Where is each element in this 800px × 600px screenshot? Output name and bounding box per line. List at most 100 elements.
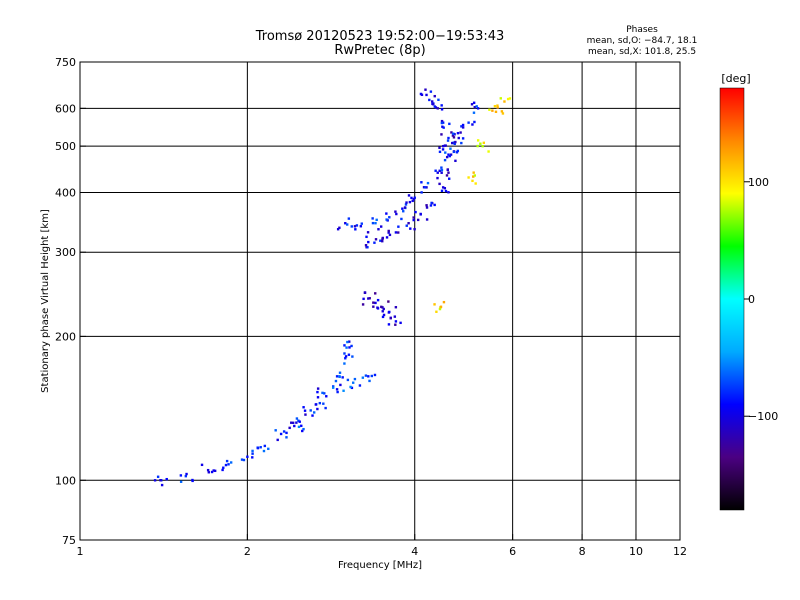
echo-point xyxy=(441,186,445,189)
x-tick-label: 8 xyxy=(579,545,586,558)
echo-point xyxy=(388,216,391,219)
echo-point xyxy=(364,374,368,377)
echo-point xyxy=(354,228,357,231)
echo-point xyxy=(431,102,435,106)
echo-point xyxy=(442,300,446,304)
x-axis: 1 2 4 6 8 10 12 xyxy=(77,534,687,558)
echo-point xyxy=(445,174,449,177)
colorbar-ticks: 100 0 −100 xyxy=(744,176,778,423)
echo-point xyxy=(200,463,204,467)
echo-point xyxy=(476,144,479,148)
echo-point xyxy=(430,201,433,205)
echo-point xyxy=(227,463,230,466)
echo-point xyxy=(221,468,224,472)
echo-point xyxy=(370,374,374,378)
echo-point xyxy=(381,306,384,309)
echo-point xyxy=(457,136,460,140)
echo-point xyxy=(364,244,368,247)
echo-point xyxy=(160,483,164,487)
echo-point xyxy=(210,470,214,474)
echo-point xyxy=(453,133,456,136)
echo-point xyxy=(303,409,307,412)
echo-point xyxy=(438,169,441,172)
echo-point xyxy=(346,340,349,344)
echo-point xyxy=(325,395,328,398)
echo-point xyxy=(179,480,183,483)
echo-point xyxy=(256,446,259,449)
echo-point xyxy=(387,229,390,233)
chart-title: Tromsø 20120523 19:52:00−19:53:43 xyxy=(255,29,505,44)
echo-point xyxy=(367,240,370,244)
echo-point xyxy=(351,355,354,358)
echo-point xyxy=(212,469,215,472)
echo-point xyxy=(433,303,436,306)
echo-point xyxy=(366,246,369,249)
echo-point xyxy=(461,137,465,140)
echo-point xyxy=(331,386,335,389)
echo-point xyxy=(409,227,412,230)
echo-point xyxy=(438,150,442,154)
echo-point xyxy=(262,449,266,453)
echo-point xyxy=(346,223,349,226)
echo-point xyxy=(444,189,448,193)
echo-point xyxy=(179,474,183,477)
echo-point xyxy=(440,133,443,136)
echo-point xyxy=(222,466,225,469)
echo-point xyxy=(373,241,376,244)
echo-point xyxy=(475,105,478,108)
echo-point xyxy=(470,103,474,106)
echo-point xyxy=(185,472,188,476)
echo-point xyxy=(246,455,249,458)
grid xyxy=(80,62,680,540)
echo-point xyxy=(267,447,270,451)
echo-point xyxy=(365,235,368,239)
echo-point xyxy=(400,217,403,221)
echo-point xyxy=(506,97,510,101)
x-tick-label: 1 xyxy=(77,545,84,558)
echo-point xyxy=(361,376,365,379)
echo-point xyxy=(416,218,420,222)
echo-point xyxy=(377,228,380,231)
echo-point xyxy=(433,203,436,207)
echo-point xyxy=(393,315,397,318)
echo-point xyxy=(428,98,431,102)
echo-point xyxy=(394,323,397,326)
echo-point xyxy=(412,216,415,219)
echo-point xyxy=(338,375,341,379)
x-axis-label: Frequency [MHz] xyxy=(338,560,422,571)
echo-point xyxy=(456,149,460,153)
echo-point xyxy=(454,140,457,144)
echo-point xyxy=(501,112,505,115)
echo-point xyxy=(338,371,342,374)
echo-point xyxy=(207,471,211,474)
echo-point xyxy=(371,217,374,220)
echo-point xyxy=(251,449,254,453)
echo-point xyxy=(334,379,338,383)
echo-point xyxy=(473,174,477,177)
echo-point xyxy=(323,392,326,395)
echo-point xyxy=(165,477,168,481)
echo-point xyxy=(413,196,416,199)
echo-point xyxy=(213,469,217,473)
echo-point xyxy=(412,218,415,222)
echo-point xyxy=(389,317,392,320)
echo-point xyxy=(316,407,319,411)
echo-point xyxy=(454,159,457,163)
chart-subtitle: RwPretec (8p) xyxy=(334,43,425,58)
echo-point xyxy=(324,406,327,410)
echo-point xyxy=(353,377,357,381)
echo-point xyxy=(321,391,324,395)
y-axis: 75 100 200 300 400 500 600 750 xyxy=(55,56,86,547)
echo-point xyxy=(263,444,267,448)
echo-point xyxy=(336,228,340,231)
echo-point xyxy=(297,425,301,429)
echo-point xyxy=(381,239,384,243)
x-tick-label: 2 xyxy=(244,545,251,558)
echo-point xyxy=(447,153,450,156)
echo-point xyxy=(496,104,499,107)
echo-point xyxy=(447,177,451,180)
echo-point xyxy=(425,206,429,209)
echo-point xyxy=(344,222,347,225)
echo-point xyxy=(420,181,423,184)
echo-point xyxy=(358,384,362,387)
